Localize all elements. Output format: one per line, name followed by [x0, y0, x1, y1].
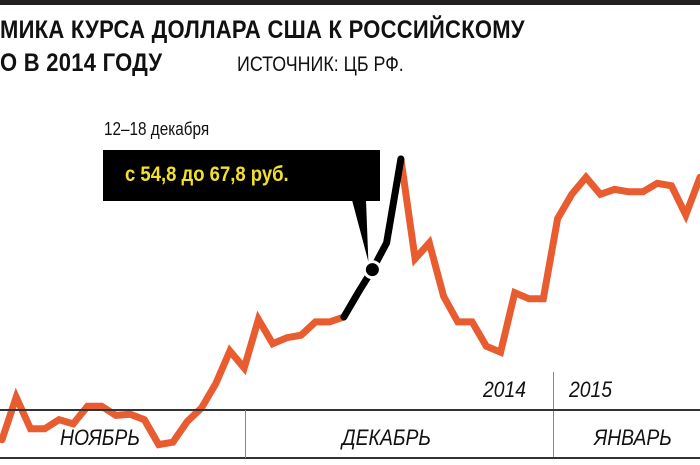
month-label-january: ЯНВАРЬ	[594, 425, 672, 450]
chart-title-line2: О В 2014 ГОДУ	[0, 49, 163, 77]
annotation-text: с 54,8 до 67,8 руб.	[125, 163, 289, 186]
month-label-december: ДЕКАБРЬ	[342, 425, 431, 450]
axis-line-top	[0, 409, 700, 411]
highlight-marker	[362, 260, 382, 280]
chart-title-line1: МИКА КУРСА ДОЛЛАРА США К РОССИЙСКОМУ	[0, 16, 525, 44]
series-line-before	[0, 310, 348, 449]
top-rule	[0, 0, 700, 5]
chart-source: ИСТОЧНИК: ЦБ РФ.	[237, 53, 404, 76]
month-label-november: НОЯБРЬ	[60, 425, 140, 450]
year-label-2014: 2014	[483, 377, 527, 402]
month-divider	[245, 410, 246, 458]
callout-pointer	[352, 200, 369, 262]
series-line-after	[397, 155, 700, 358]
annotation-date: 12–18 декабря	[104, 119, 210, 139]
axis-line-bottom	[0, 457, 700, 459]
year-divider	[553, 372, 554, 458]
annotation-callout: с 54,8 до 67,8 руб.	[103, 150, 380, 201]
year-label-2015: 2015	[569, 377, 613, 402]
